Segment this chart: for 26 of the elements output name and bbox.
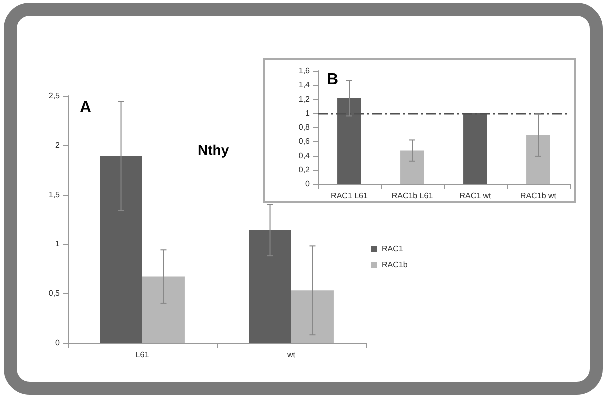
y-tick-label: 1 (306, 108, 311, 118)
text: Nthy (198, 142, 230, 158)
legend-label: RAC1b (382, 260, 408, 270)
annotation: B (327, 72, 339, 88)
y-tick-label: 1 (56, 240, 61, 249)
y-tick-label: 2,5 (48, 92, 61, 100)
y-tick-label: 0,2 (298, 165, 311, 174)
x-tick-label: RAC1 L61 (331, 192, 368, 200)
x-tick-label: RAC1b L61 (392, 192, 434, 200)
y-tick-label: 0,5 (48, 289, 61, 298)
y-tick-label: 0 (56, 338, 61, 348)
y-tick-label: 0,8 (298, 123, 311, 132)
y-tick-label: 0,6 (298, 137, 311, 146)
y-tick-label: 0 (306, 180, 311, 188)
y-tick-label: 2 (56, 140, 61, 150)
y-tick-label: 1,5 (48, 190, 61, 200)
y-tick-label: 1,2 (298, 94, 311, 104)
x-tick-label: RAC1b wt (520, 192, 558, 200)
x-tick-label: wt (286, 350, 296, 360)
legend-label: RAC1 (382, 244, 404, 254)
y-tick-label: 0,4 (298, 151, 311, 160)
annotation: A (80, 100, 92, 116)
y-tick-label: 1,6 (298, 66, 311, 76)
x-tick-label: RAC1 wt (460, 192, 492, 200)
x-tick-label: L61 (136, 350, 150, 360)
y-tick-label: 1,4 (298, 80, 311, 90)
